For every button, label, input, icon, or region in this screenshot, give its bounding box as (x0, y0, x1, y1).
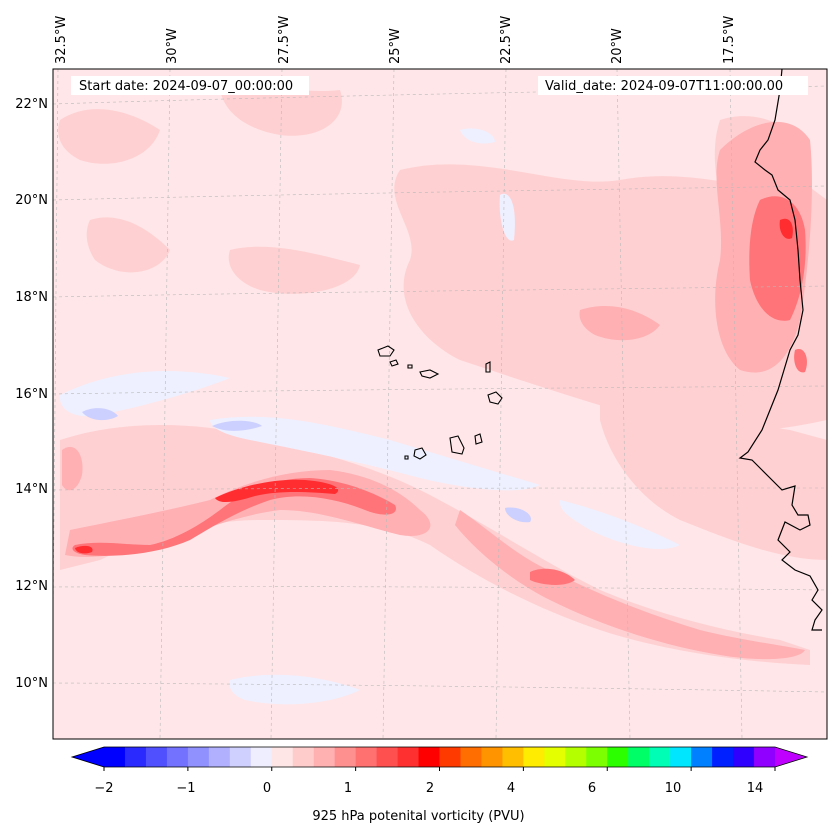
colorbar-cell (733, 747, 755, 767)
lon-label: 25°W (388, 28, 403, 64)
valid-date-box (538, 76, 808, 95)
colorbar-ticks (103, 767, 776, 771)
colorbar-cell (124, 747, 147, 767)
map-panel (53, 69, 827, 739)
lat-label: 10°N (15, 676, 48, 691)
colorbar-cell (670, 747, 692, 767)
colorbar-cell (691, 747, 713, 767)
colorbar-cell (104, 747, 126, 767)
start-date-label: Start date: 2024-09-07_00:00:00 (79, 79, 294, 94)
colorbar-cell (271, 747, 294, 767)
colorbar-cell (313, 747, 336, 767)
colorbar-tick-label: 0 (262, 781, 272, 796)
colorbar-cell (145, 747, 168, 767)
lon-label: 22.5°W (499, 15, 514, 64)
start-date-box (71, 76, 309, 95)
colorbar-cell (586, 747, 608, 767)
colorbar-cell (334, 747, 357, 767)
colorbar-cell (607, 747, 629, 767)
colorbar-cell (187, 747, 210, 767)
lat-label: 12°N (15, 579, 48, 594)
colorbar-cell (628, 747, 650, 767)
colorbar-cell (502, 747, 524, 767)
lon-label: 27.5°W (277, 15, 292, 64)
colorbar-cell (397, 747, 420, 767)
colorbar-cell (292, 747, 315, 767)
colorbar-tick-label: 4 (506, 781, 516, 796)
colorbar-cell (649, 747, 671, 767)
colorbar-cell (565, 747, 587, 767)
coastline (738, 69, 823, 631)
graticule (53, 69, 827, 739)
lat-label: 16°N (15, 387, 48, 402)
colorbar-cells (104, 747, 776, 767)
pv-negative-contours (82, 408, 531, 523)
colorbar-over-arrow (775, 747, 807, 767)
colorbar-cell (460, 747, 483, 767)
colorbar-cell (376, 747, 399, 767)
colorbar-tick-label: 2 (425, 781, 435, 796)
colorbar-cell (544, 747, 566, 767)
lat-label: 18°N (15, 290, 48, 305)
map-frame (52, 68, 828, 740)
colorbar-tick-label: 10 (664, 781, 682, 796)
colorbar-cell (712, 747, 734, 767)
pv-very-strong-contours (75, 218, 793, 554)
colorbar-cell (418, 747, 441, 767)
colorbar-cell (250, 747, 273, 767)
colorbar-tick-label: −2 (94, 781, 114, 796)
colorbar-cell (754, 747, 776, 767)
colorbar-tick-label: 14 (746, 781, 764, 796)
lon-label: 30°W (165, 28, 180, 64)
colorbar-tick-label: 6 (587, 781, 597, 796)
colorbar-cell (355, 747, 378, 767)
pv-weak-negative-contours (59, 128, 680, 705)
colorbar-cell (439, 747, 462, 767)
colorbar-cell (481, 747, 504, 767)
colorbar-cell (166, 747, 189, 767)
cape-verde-islands (377, 345, 503, 460)
colorbar-tick-label: 1 (343, 781, 353, 796)
colorbar-cell (229, 747, 252, 767)
lat-label: 14°N (15, 482, 48, 497)
colorbar-title: 925 hPa potenital vorticity (PVU) (312, 809, 525, 824)
colorbar-cell (523, 747, 545, 767)
lon-label: 32.5°W (54, 15, 69, 64)
lat-label: 20°N (15, 193, 48, 208)
colorbar-tick-label: −1 (176, 781, 196, 796)
colorbar-under-arrow (72, 747, 104, 767)
lon-label: 20°W (610, 28, 625, 64)
lon-label: 17.5°W (722, 15, 737, 64)
lat-label: 22°N (15, 97, 48, 112)
valid-date-label: Valid_date: 2024-09-07T11:00:00.00 (545, 79, 784, 94)
colorbar (70, 746, 809, 771)
colorbar-cell (208, 747, 231, 767)
